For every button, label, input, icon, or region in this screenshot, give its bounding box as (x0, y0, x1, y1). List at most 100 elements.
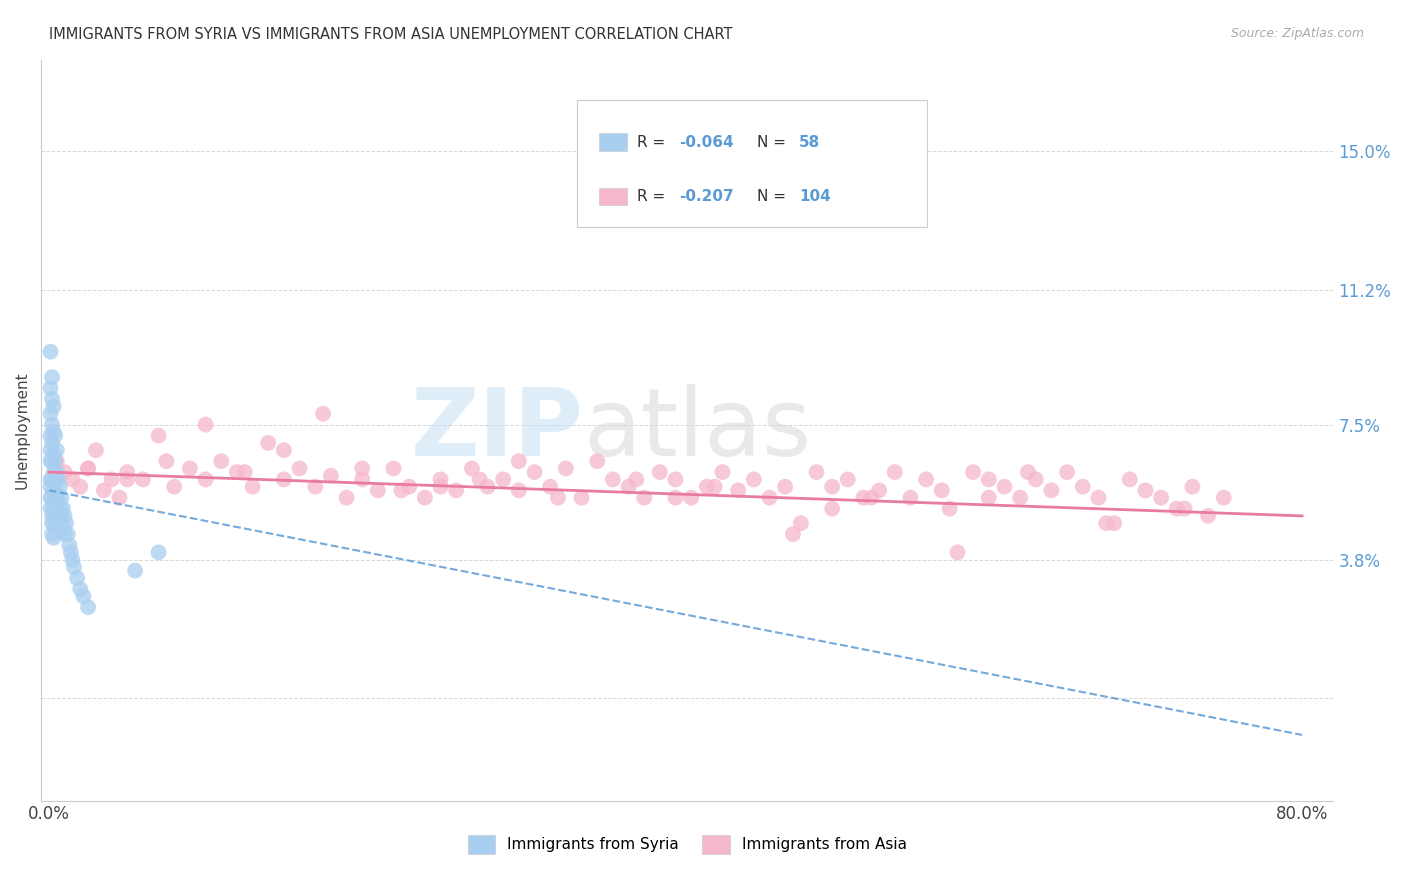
Point (100, 472, 122, 486)
Legend: Immigrants from Syria, Immigrants from Asia: Immigrants from Syria, Immigrants from A… (461, 829, 912, 860)
Point (977, 472, 1000, 486)
Point (1071, 480, 1094, 494)
Point (117, 465, 139, 479)
Point (148, 545, 170, 559)
Point (163, 480, 186, 494)
Text: 58: 58 (799, 135, 820, 150)
Point (492, 472, 515, 486)
Point (225, 465, 247, 479)
Point (194, 472, 217, 486)
Point (1212, 491, 1234, 505)
Point (132, 472, 155, 486)
Point (883, 465, 905, 479)
Point (727, 483, 749, 498)
Point (44, 472, 66, 486)
Point (382, 461, 405, 475)
Point (538, 480, 561, 494)
Point (468, 472, 491, 486)
Point (711, 465, 734, 479)
Point (962, 465, 984, 479)
Point (148, 428, 170, 442)
Point (773, 480, 796, 494)
Point (461, 461, 484, 475)
Point (1197, 508, 1219, 523)
Point (790, 516, 813, 531)
Point (1166, 501, 1188, 516)
Point (41, 508, 63, 523)
Y-axis label: Unemployment: Unemployment (15, 371, 30, 489)
Point (41, 491, 63, 505)
Text: 104: 104 (799, 189, 831, 204)
Point (39, 381, 62, 395)
Point (52, 520, 75, 534)
Point (117, 472, 139, 486)
Point (53, 527, 76, 541)
Point (72, 589, 94, 603)
Point (367, 483, 389, 498)
Point (66, 571, 89, 585)
Point (993, 480, 1015, 494)
Point (62, 552, 84, 566)
Point (42, 447, 65, 461)
Point (63, 560, 86, 574)
Point (523, 465, 546, 479)
Point (571, 491, 593, 505)
Point (1095, 516, 1118, 531)
Point (42, 531, 65, 545)
Point (39, 443, 62, 458)
Point (1025, 472, 1047, 486)
Point (39, 454, 62, 468)
Point (696, 480, 718, 494)
Point (633, 491, 655, 505)
Point (664, 491, 686, 505)
Point (821, 501, 844, 516)
Point (319, 468, 342, 483)
Point (41, 392, 63, 406)
Point (1056, 465, 1078, 479)
Point (233, 465, 256, 479)
Point (1135, 483, 1157, 498)
Point (1150, 491, 1173, 505)
Point (49, 480, 72, 494)
Text: N =: N = (756, 189, 790, 204)
Point (53, 508, 76, 523)
Point (39, 344, 62, 359)
Point (41, 436, 63, 450)
Point (51, 491, 73, 505)
Point (84, 443, 107, 458)
Point (352, 461, 374, 475)
Point (39, 491, 62, 505)
Point (45, 454, 67, 468)
Point (45, 487, 67, 501)
Point (860, 491, 883, 505)
Point (1119, 472, 1142, 486)
Point (782, 527, 804, 541)
Point (586, 454, 609, 468)
Text: N =: N = (756, 135, 790, 150)
Point (124, 564, 146, 578)
Point (1102, 516, 1125, 531)
Point (41, 417, 63, 432)
Point (429, 480, 451, 494)
Point (41, 370, 63, 384)
Point (42, 425, 65, 439)
Point (626, 472, 648, 486)
Point (938, 501, 960, 516)
Point (352, 472, 374, 486)
Point (42, 465, 65, 479)
Point (39, 428, 62, 442)
Point (53, 465, 76, 479)
Point (758, 491, 780, 505)
Text: IMMIGRANTS FROM SYRIA VS IMMIGRANTS FROM ASIA UNEMPLOYMENT CORRELATION CHART: IMMIGRANTS FROM SYRIA VS IMMIGRANTS FROM… (49, 27, 733, 42)
Point (44, 508, 66, 523)
Point (389, 483, 412, 498)
Point (77, 461, 100, 475)
Point (931, 483, 953, 498)
Point (742, 472, 765, 486)
Point (42, 501, 65, 516)
Text: ZIP: ZIP (411, 384, 583, 476)
Point (62, 472, 84, 486)
Point (44, 454, 66, 468)
Point (41, 472, 63, 486)
Point (242, 480, 264, 494)
